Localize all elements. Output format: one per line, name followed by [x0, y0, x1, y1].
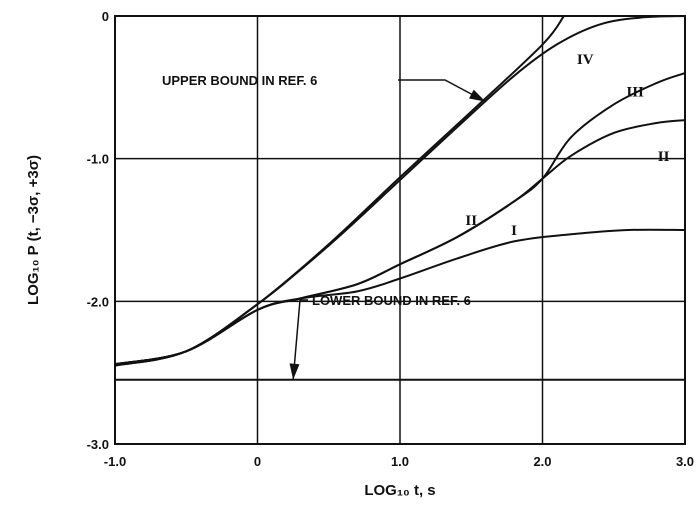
- x-tick-label: -1.0: [104, 454, 126, 469]
- x-tick-label: 0: [254, 454, 261, 469]
- annotations: UPPER BOUND IN REF. 6 LOWER BOUND IN REF.…: [162, 73, 486, 380]
- series-line-3: [114, 228, 686, 366]
- y-axis-label: LOG₁₀ P (t, −3σ, +3σ): [25, 155, 42, 305]
- series-lines: [114, 15, 686, 381]
- annotation-label: LOWER BOUND IN REF. 6: [312, 293, 471, 308]
- curve-label: II: [658, 149, 670, 165]
- y-tick-label: -1.0: [87, 152, 109, 167]
- annotation-arrowhead: [469, 89, 486, 102]
- annotation-label: UPPER BOUND IN REF. 6: [162, 73, 317, 88]
- x-tick-label: 1.0: [391, 454, 409, 469]
- x-axis-label: LOG₁₀ t, s: [364, 482, 435, 499]
- x-tick-label: 3.0: [676, 454, 694, 469]
- y-tick-label: -3.0: [87, 437, 109, 452]
- series-line-4: [114, 15, 565, 367]
- curve-label: I: [511, 223, 517, 239]
- annotation-arrowhead: [289, 363, 300, 380]
- y-tick-label: 0: [102, 9, 109, 24]
- x-tick-label: 2.0: [533, 454, 551, 469]
- gridlines: [115, 16, 685, 444]
- annotation-leader: [292, 299, 308, 380]
- curve-label: II: [465, 213, 477, 229]
- tick-labels: -1.0 0 1.0 2.0 3.0 0 -1.0 -2.0 -3.0: [87, 9, 694, 469]
- curve-label: III: [626, 85, 644, 101]
- y-tick-label: -2.0: [87, 294, 109, 309]
- curve-label: IV: [577, 52, 594, 68]
